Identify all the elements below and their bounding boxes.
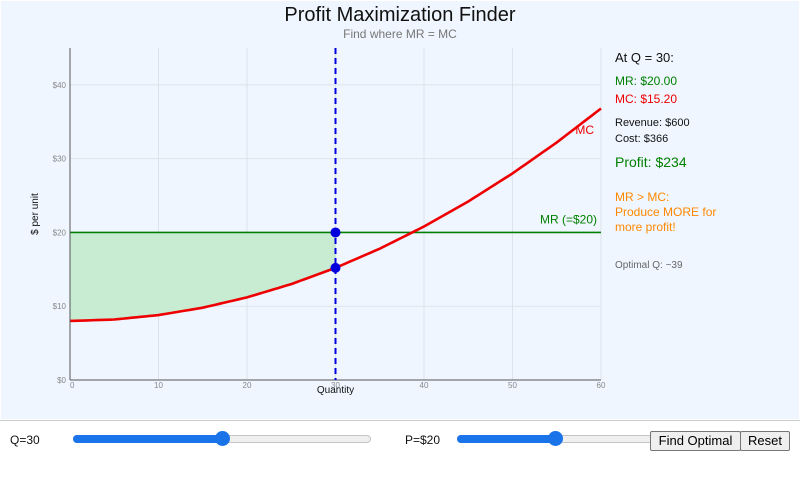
quantity-slider-thumb[interactable] <box>215 431 230 446</box>
y-tick-label: $0 <box>57 376 66 385</box>
advice-line: MR > MC: <box>615 190 670 204</box>
info-mc-value: MC: $15.20 <box>615 92 678 106</box>
info-revenue: Revenue: $600 <box>615 117 690 129</box>
intersection-point <box>330 227 341 238</box>
advice-line: Produce MORE for <box>615 205 717 219</box>
mr-series-label: MR (=$20) <box>540 212 597 226</box>
x-tick-label: 20 <box>243 381 252 390</box>
page-subtitle: Find where MR = MC <box>343 27 457 41</box>
y-tick-label: $10 <box>53 302 67 311</box>
quantity-label: Q=30 <box>10 433 40 447</box>
y-tick-label: $20 <box>53 228 67 237</box>
info-optimal-q: Optimal Q: ~39 <box>615 260 683 271</box>
x-axis-label: Quantity <box>317 385 354 396</box>
y-tick-label: $30 <box>53 155 67 164</box>
info-quantity-heading: At Q = 30: <box>615 50 674 65</box>
find-optimal-button[interactable]: Find Optimal <box>650 431 741 451</box>
quantity-slider[interactable] <box>73 431 371 446</box>
info-mr-value: MR: $20.00 <box>615 74 678 88</box>
info-advice: MR > MC: Produce MORE for more profit! <box>615 190 745 235</box>
x-tick-label: 60 <box>597 381 606 390</box>
x-tick-label: 0 <box>70 381 75 390</box>
x-tick-label: 50 <box>508 381 517 390</box>
intersection-point <box>330 262 341 273</box>
price-label: P=$20 <box>405 433 441 447</box>
profit-area <box>70 232 336 321</box>
price-slider-fill <box>457 435 555 443</box>
profit-chart: 0 10 20 30 40 50 60 $0 $10 $20 $30 $40 Quantity $ per… <box>30 48 606 396</box>
x-tick-label: 10 <box>154 381 163 390</box>
y-tick-label: $40 <box>53 81 67 90</box>
advice-line: more profit! <box>615 220 676 234</box>
page-title: Profit Maximization Finder <box>284 4 516 26</box>
quantity-slider-fill <box>73 435 222 443</box>
controls-bar: Q=30 P=$20 Find Optimal Reset <box>0 420 800 478</box>
reset-button[interactable]: Reset <box>740 431 790 451</box>
x-tick-label: 30 <box>331 381 340 390</box>
y-axis-label: $ per unit <box>30 193 41 235</box>
x-tick-label: 40 <box>420 381 429 390</box>
info-cost: Cost: $366 <box>615 133 669 145</box>
info-profit: Profit: $234 <box>615 154 687 170</box>
price-slider-thumb[interactable] <box>548 431 563 446</box>
chart-panel <box>1 1 799 419</box>
price-slider[interactable] <box>457 431 653 446</box>
mc-series-label: MC <box>575 123 594 137</box>
